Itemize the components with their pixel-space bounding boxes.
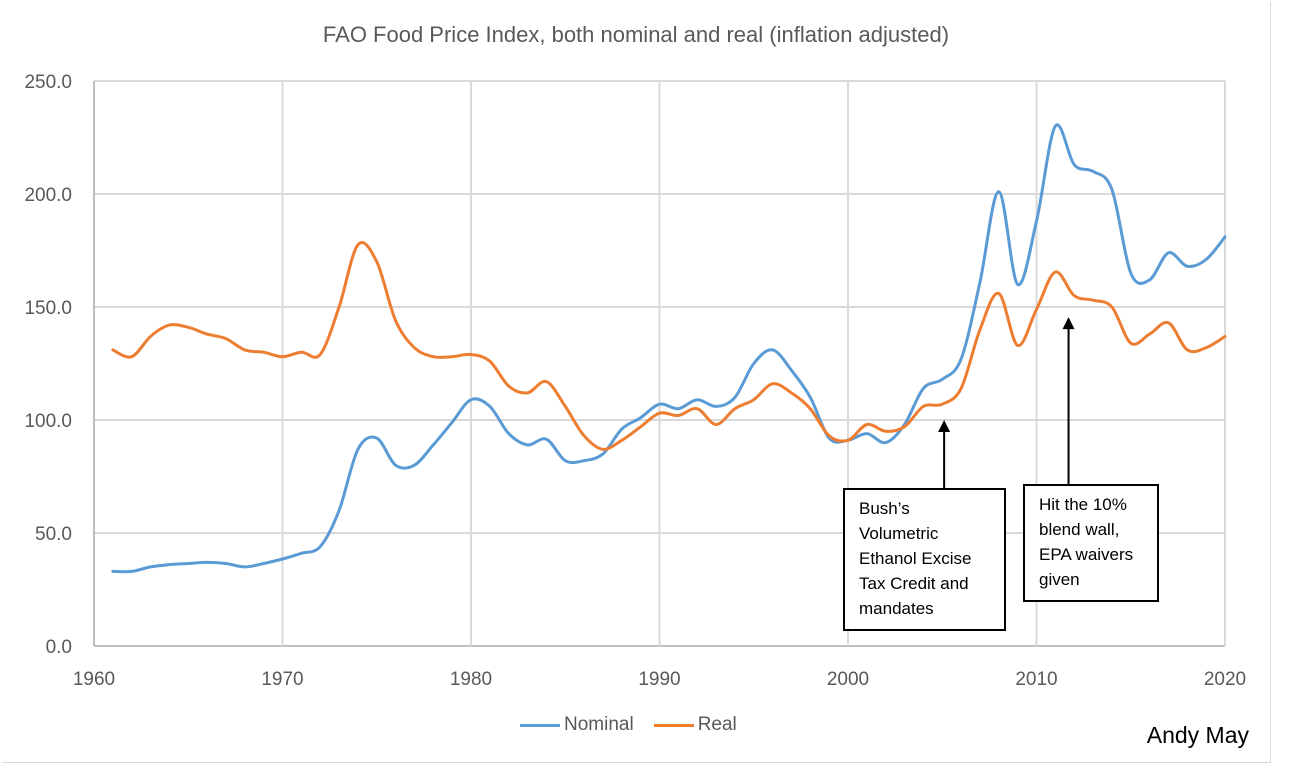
x-tick-label: 2010 [1015, 669, 1057, 690]
annotation-arrow-head [938, 420, 951, 432]
legend-label-real: Real [697, 714, 737, 735]
x-tick-label: 1990 [638, 669, 680, 690]
legend-item-real: Real [653, 714, 737, 736]
y-axis-ticks: 0.0 50.0 100.0 150.0 200.0 250.0 [24, 72, 72, 658]
legend-item-nominal: Nominal [520, 714, 634, 736]
annotation-ethanol-tax-credit: Bush’s Volumetric Ethanol Excise Tax Cre… [843, 488, 1006, 631]
y-tick-label: 200.0 [24, 185, 72, 206]
y-tick-label: 0.0 [46, 637, 72, 658]
x-axis-ticks: 1960 1970 1980 1990 2000 2010 2020 [73, 669, 1246, 690]
annotation-arrows [938, 317, 1075, 488]
legend-swatch-real [653, 723, 694, 727]
x-tick-label: 1960 [73, 669, 115, 690]
y-tick-label: 50.0 [35, 524, 72, 545]
series-line-real [111, 241, 1227, 451]
y-tick-label: 150.0 [24, 298, 72, 319]
chart-title: FAO Food Price Index, both nominal and r… [322, 22, 950, 47]
author-credit: Andy May [1146, 722, 1249, 748]
x-tick-label: 1980 [450, 669, 492, 690]
chart-legend: Nominal Real [520, 714, 757, 736]
x-tick-label: 2000 [827, 669, 869, 690]
x-tick-label: 1970 [261, 669, 303, 690]
legend-label-nominal: Nominal [564, 714, 634, 735]
series-lines [111, 123, 1227, 574]
legend-swatch-nominal [520, 723, 560, 727]
series-line-nominal [111, 123, 1227, 574]
y-tick-label: 250.0 [24, 72, 72, 93]
chart-frame [2, 2, 1271, 763]
x-tick-label: 2020 [1204, 669, 1246, 690]
y-tick-label: 100.0 [24, 411, 72, 432]
annotation-arrow-head [1062, 317, 1075, 330]
annotation-blend-wall: Hit the 10% blend wall, EPA waivers give… [1023, 484, 1159, 602]
